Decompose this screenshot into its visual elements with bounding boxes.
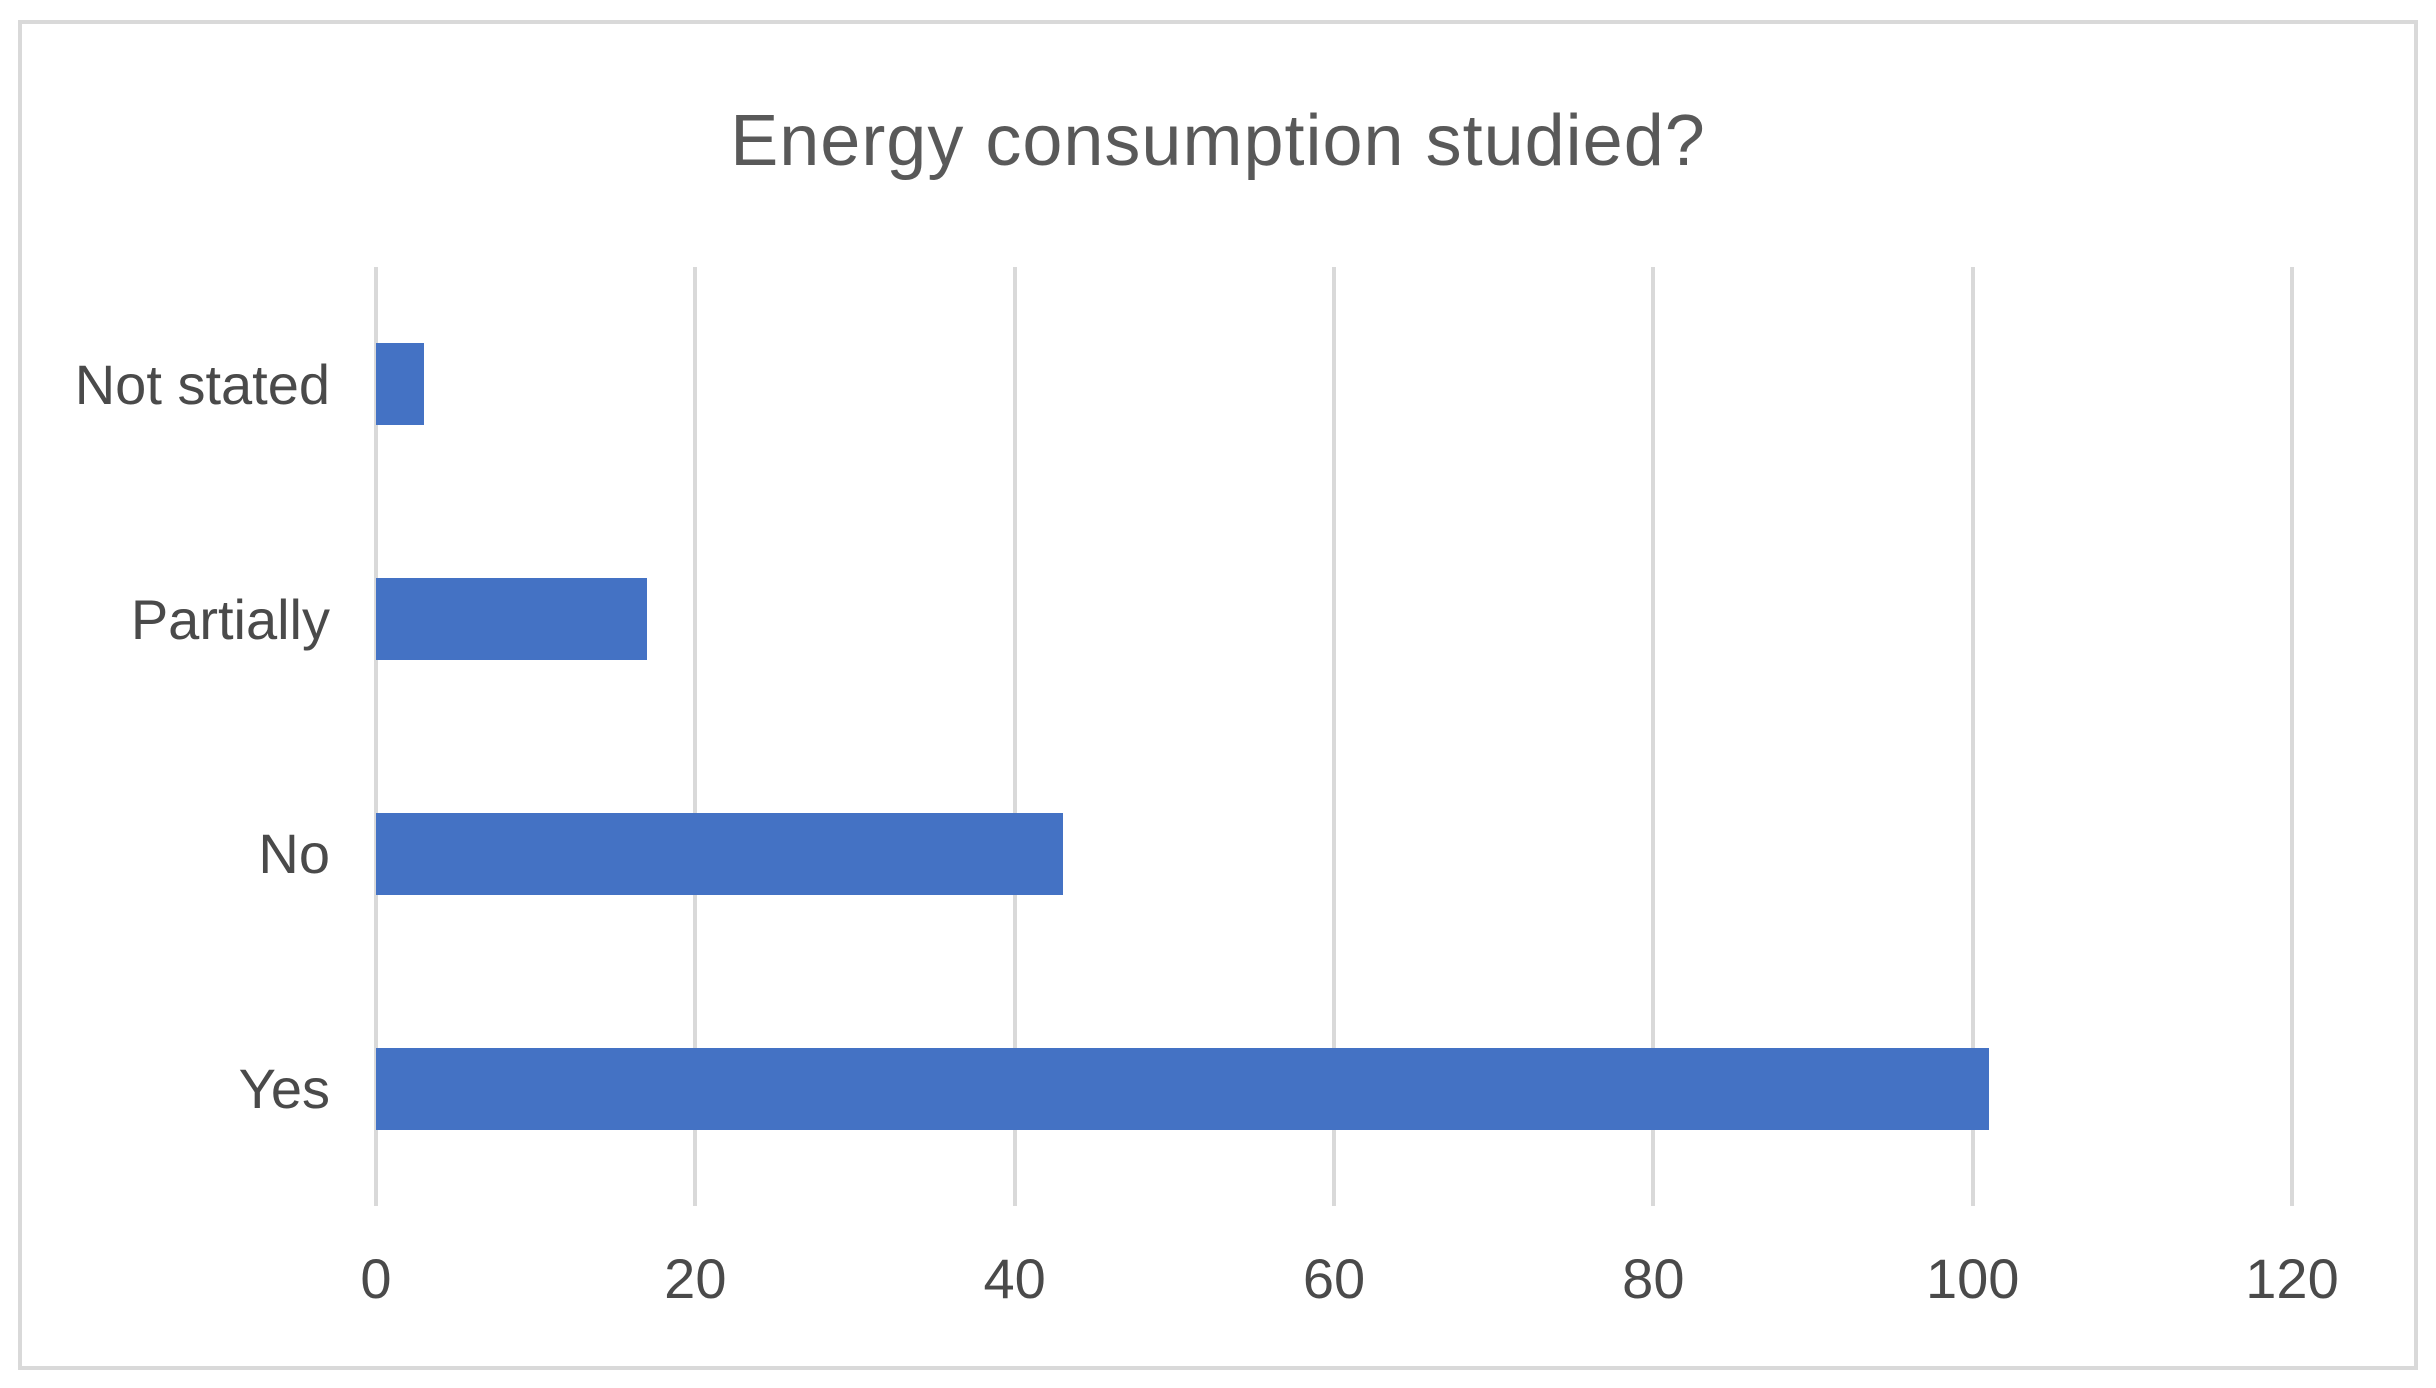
category-label: Partially: [130, 587, 330, 651]
gridline: [1970, 267, 1975, 1206]
chart-title: Energy consumption studied?: [730, 101, 1706, 181]
x-tick-label: 80: [1622, 1247, 1685, 1310]
gridline: [693, 267, 698, 1206]
bar-row: No: [258, 737, 2292, 972]
x-tick-label: 100: [1925, 1247, 2020, 1310]
bar-row: Yes: [239, 971, 2292, 1206]
x-tick-label: 40: [983, 1247, 1046, 1310]
gridline: [1332, 267, 1336, 1206]
gridline: [374, 267, 378, 1206]
x-tick-label: 120: [2245, 1247, 2339, 1310]
bar: [376, 1047, 1989, 1130]
bar: [376, 343, 424, 426]
bar: [376, 578, 648, 661]
bar-row: Partially: [131, 502, 2292, 737]
gridline: [1651, 267, 1656, 1206]
gridline: [2290, 267, 2294, 1206]
bar: [376, 812, 1063, 895]
x-tick-label: 60: [1302, 1247, 1366, 1310]
category-label: Yes: [238, 1057, 330, 1121]
chart-frame: Energy consumption studied? 0 20 40 60 80 100…: [18, 20, 2418, 1370]
x-tick-label: 0: [360, 1247, 392, 1310]
bar-row: Not stated: [75, 267, 2292, 502]
category-label: Not stated: [74, 352, 330, 416]
x-tick-label: 20: [664, 1247, 727, 1310]
gridline: [1012, 267, 1017, 1206]
category-label: No: [258, 822, 330, 886]
plot-area: 0 20 40 60 80 100 120 Not stated Partially No Yes: [75, 267, 2339, 1310]
